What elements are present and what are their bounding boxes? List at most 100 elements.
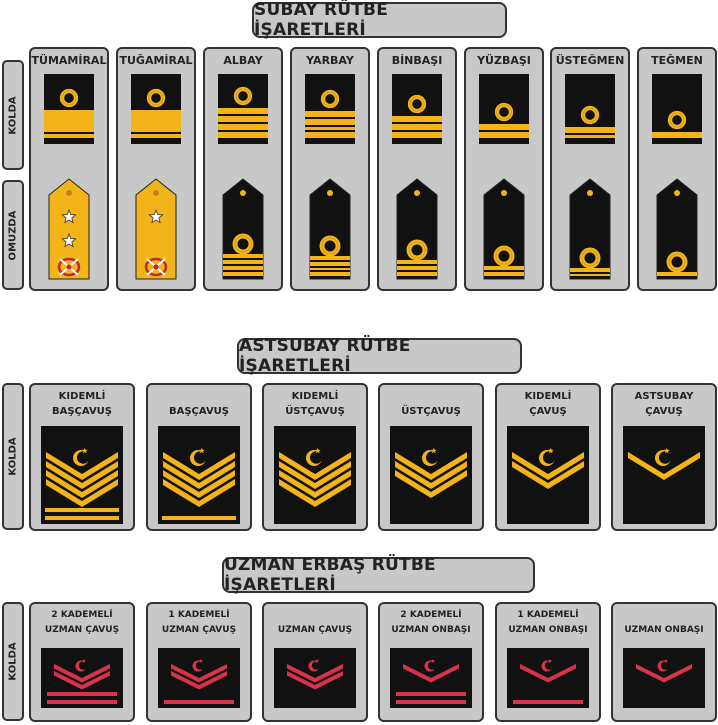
officer-rank-name: ÜSTEĞMEN xyxy=(555,54,625,67)
rank-name-line2: ÜSTÇAVUŞ xyxy=(285,406,345,417)
shoulder-board xyxy=(135,178,177,280)
sleeve-stripe xyxy=(218,116,268,122)
chevron-stripe xyxy=(512,461,584,489)
sleeve-insignia xyxy=(565,74,615,144)
rank-bar xyxy=(396,692,466,696)
crossed-swords-wreath-icon xyxy=(57,257,81,277)
shoulder-stripe xyxy=(223,254,263,258)
officer-rank-card[interactable]: BİNBAŞI xyxy=(377,47,457,291)
sleeve-stripe xyxy=(218,132,268,138)
navy-curl-icon xyxy=(580,105,600,125)
rank-name-line1: ASTSUBAY xyxy=(634,391,694,402)
sleeve-stripe xyxy=(218,108,268,114)
star-icon xyxy=(61,208,77,224)
rank-bar xyxy=(396,700,466,704)
shoulder-board xyxy=(48,178,90,280)
chevron-stripe xyxy=(46,479,118,507)
sleeve-wide-stripe xyxy=(131,110,181,132)
sleeve-insignia xyxy=(507,426,589,524)
officer-rank-name: TUĞAMİRAL xyxy=(119,54,193,67)
rank-name-line2: UZMAN ONBAŞI xyxy=(624,625,704,635)
chevron-stripe xyxy=(636,664,692,683)
nco-rank-card[interactable]: KIDEMLİ BAŞÇAVUŞ xyxy=(29,383,135,531)
navy-curl-icon xyxy=(579,247,601,269)
rank-name-line2: UZMAN ÇAVUŞ xyxy=(277,625,353,635)
shoulder-stripe xyxy=(397,266,437,270)
nco-rank-card[interactable]: KIDEMLİ ÇAVUŞ xyxy=(495,383,601,531)
shoulder-board-body xyxy=(656,178,698,280)
button-icon xyxy=(501,190,507,196)
crescent-star-icon xyxy=(75,658,88,672)
shoulder-stripe xyxy=(310,268,350,270)
navy-curl-icon xyxy=(233,86,253,106)
shoulder-board xyxy=(309,178,351,280)
rank-name-line2: ÇAVUŞ xyxy=(645,406,683,417)
rank-bar xyxy=(162,516,236,520)
nco-rank-card[interactable]: ÜSTÇAVUŞ xyxy=(378,383,484,531)
shoulder-board xyxy=(656,178,698,280)
star-icon xyxy=(61,232,77,248)
chevron-stripe xyxy=(163,452,235,480)
nco-sleeve-label: KOLDA xyxy=(2,383,24,530)
sleeve-insignia xyxy=(158,426,240,524)
officer-rank-card[interactable]: ÜSTEĞMEN xyxy=(550,47,630,291)
rank-bar xyxy=(45,516,119,520)
chevron-stripe xyxy=(46,461,118,489)
nco-rank-card[interactable]: KIDEMLİ ÜSTÇAVUŞ xyxy=(262,383,368,531)
officer-rank-card[interactable]: TUĞAMİRAL xyxy=(116,47,196,291)
chevron-stripe xyxy=(395,452,467,480)
rank-bar xyxy=(47,692,117,696)
shoulder-stripe xyxy=(397,272,437,276)
specialist-rank-card[interactable]: 2 KADEMELİ UZMAN ONBAŞI xyxy=(378,602,484,722)
chevron-stripe xyxy=(54,671,110,690)
rank-bar xyxy=(513,700,583,704)
officer-rank-card[interactable]: YARBAY xyxy=(290,47,370,291)
officer-rank-card[interactable]: YÜZBAŞI xyxy=(464,47,544,291)
officer-rank-card[interactable]: TEĞMEN xyxy=(637,47,717,291)
officer-rank-card[interactable]: TÜMAMİRAL xyxy=(29,47,109,291)
officer-section-title: SUBAY RÜTBE İŞARETLERİ xyxy=(252,0,507,40)
sleeve-stripe xyxy=(305,111,355,117)
chevron-stripe xyxy=(279,470,351,498)
crescent-star-icon xyxy=(539,447,556,466)
nco-rank-card[interactable]: BAŞÇAVUŞ xyxy=(146,383,252,531)
rank-name-line1: 1 KADEMELİ xyxy=(517,610,579,620)
specialist-rank-card[interactable]: 1 KADEMELİ UZMAN ONBAŞI xyxy=(495,602,601,722)
chevron-stripe xyxy=(163,461,235,489)
officer-rank-card[interactable]: ALBAY xyxy=(203,47,283,291)
rank-name-line1: 1 KADEMELİ xyxy=(168,610,230,620)
shoulder-board xyxy=(483,178,525,280)
sleeve-stripe xyxy=(392,124,442,130)
navy-curl-icon xyxy=(406,239,428,261)
specialist-rank-card[interactable]: 2 KADEMELİ UZMAN ÇAVUŞ xyxy=(29,602,135,722)
sleeve-insignia xyxy=(479,74,529,144)
specialist-section-title: UZMAN ERBAŞ RÜTBE İŞARETLERİ xyxy=(222,555,535,595)
sleeve-insignia xyxy=(390,648,472,708)
specialist-rank-card[interactable]: UZMAN ONBAŞI xyxy=(611,602,717,722)
sleeve-stripe xyxy=(652,132,702,138)
specialist-rank-card[interactable]: UZMAN ÇAVUŞ xyxy=(262,602,368,722)
chevron-stripe xyxy=(163,470,235,498)
navy-curl-icon xyxy=(666,251,688,273)
sleeve-insignia xyxy=(652,74,702,144)
shoulder-stripe xyxy=(310,256,350,260)
chevron-stripe xyxy=(395,461,467,489)
sleeve-stripe xyxy=(392,116,442,122)
navy-curl-icon xyxy=(319,235,341,257)
officer-rank-name: ALBAY xyxy=(223,54,263,67)
sleeve-insignia xyxy=(305,74,355,144)
officer-rank-name: TÜMAMİRAL xyxy=(31,54,107,67)
sleeve-insignia xyxy=(623,426,705,524)
rank-name-line1: KIDEMLİ xyxy=(524,391,572,402)
navy-curl-icon xyxy=(667,110,687,130)
nco-rank-card[interactable]: ASTSUBAY ÇAVUŞ xyxy=(611,383,717,531)
sleeve-insignia xyxy=(507,648,589,708)
button-icon xyxy=(414,190,420,196)
chevron-stripe xyxy=(287,671,343,690)
shoulder-stripe xyxy=(223,272,263,276)
crescent-star-icon xyxy=(306,447,323,466)
sleeve-background xyxy=(44,74,94,144)
specialist-rank-card[interactable]: 1 KADEMELİ UZMAN ÇAVUŞ xyxy=(146,602,252,722)
crescent-star-icon xyxy=(190,447,207,466)
sleeve-insignia xyxy=(44,74,94,144)
